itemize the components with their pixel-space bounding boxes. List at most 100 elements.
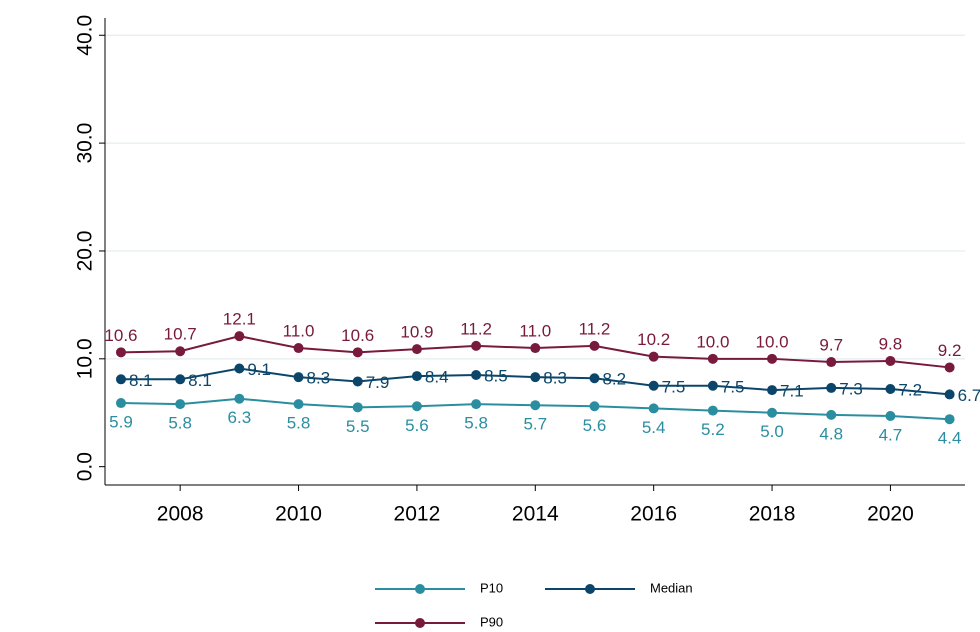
legend-marker: [415, 618, 425, 628]
value-label: 10.2: [637, 330, 670, 349]
value-label: 8.1: [188, 371, 212, 390]
value-label: 5.5: [346, 417, 370, 436]
point: [826, 382, 837, 393]
point: [885, 355, 896, 366]
point: [707, 353, 718, 364]
value-label: 4.4: [938, 429, 962, 448]
x-tick-label: 2008: [157, 503, 204, 526]
legend-label: P10: [480, 580, 503, 595]
value-label: 5.8: [168, 414, 192, 433]
value-label: 7.5: [662, 377, 686, 396]
value-label: 10.9: [400, 323, 433, 342]
point: [944, 362, 955, 373]
point: [826, 357, 837, 368]
point: [175, 346, 186, 357]
point: [471, 399, 482, 410]
value-label: 5.6: [583, 416, 607, 435]
value-label: 11.2: [460, 319, 492, 338]
point: [175, 374, 186, 385]
value-label: 5.8: [287, 414, 311, 433]
value-label: 5.0: [760, 422, 784, 441]
point: [471, 340, 482, 351]
y-tick-label: 40.0: [74, 15, 97, 56]
point: [885, 410, 896, 421]
value-label: 7.1: [780, 382, 804, 401]
value-label: 8.5: [484, 366, 508, 385]
y-tick-label: 30.0: [74, 123, 97, 164]
point: [411, 371, 422, 382]
y-tick-label: 20.0: [74, 231, 97, 272]
value-label: 11.0: [283, 322, 315, 341]
legend-marker: [585, 584, 595, 594]
point: [767, 407, 778, 418]
point: [115, 347, 126, 358]
point: [352, 402, 363, 413]
value-label: 9.8: [879, 334, 903, 353]
point: [234, 363, 245, 374]
x-tick-label: 2018: [749, 503, 796, 526]
value-label: 10.7: [164, 325, 197, 344]
value-label: 8.1: [129, 371, 153, 390]
value-label: 9.7: [819, 336, 843, 355]
x-tick-label: 2016: [630, 503, 677, 526]
point: [115, 374, 126, 385]
value-label: 12.1: [223, 310, 256, 329]
point: [707, 405, 718, 416]
point: [648, 380, 659, 391]
point: [471, 369, 482, 380]
value-label: 8.4: [425, 368, 449, 387]
value-label: 10.6: [341, 326, 374, 345]
point: [707, 380, 718, 391]
point: [234, 393, 245, 404]
value-label: 5.9: [109, 413, 133, 432]
value-label: 6.7: [958, 386, 980, 405]
point: [826, 409, 837, 420]
value-label: 9.2: [938, 341, 962, 360]
value-label: 10.6: [104, 326, 137, 345]
legend-marker: [415, 584, 425, 594]
point: [767, 353, 778, 364]
value-label: 4.7: [879, 425, 903, 444]
value-label: 7.5: [721, 377, 745, 396]
point: [944, 389, 955, 400]
value-label: 10.0: [696, 332, 729, 351]
x-tick-label: 2020: [867, 503, 914, 526]
point: [352, 347, 363, 358]
point: [234, 331, 245, 342]
value-label: 7.3: [839, 379, 863, 398]
y-tick-label: 0.0: [74, 452, 97, 481]
value-label: 7.9: [366, 373, 390, 392]
value-label: 11.2: [579, 319, 611, 338]
point: [411, 344, 422, 355]
point: [411, 401, 422, 412]
value-label: 10.0: [756, 332, 789, 351]
point: [293, 399, 304, 410]
value-label: 8.3: [307, 369, 331, 388]
value-label: 4.8: [819, 424, 843, 443]
point: [530, 400, 541, 411]
point: [767, 385, 778, 396]
value-label: 5.8: [464, 414, 488, 433]
value-label: 11.0: [519, 322, 551, 341]
y-tick-label: 10.0: [74, 338, 97, 379]
legend-label: Median: [650, 580, 693, 595]
point: [115, 398, 126, 409]
x-tick-label: 2010: [275, 503, 322, 526]
point: [530, 343, 541, 354]
value-label: 6.3: [228, 408, 252, 427]
value-label: 5.4: [642, 418, 666, 437]
point: [589, 373, 600, 384]
value-label: 5.2: [701, 420, 725, 439]
point: [530, 372, 541, 383]
point: [648, 403, 659, 414]
point: [293, 343, 304, 354]
value-label: 8.2: [602, 370, 626, 389]
value-label: 5.6: [405, 416, 429, 435]
x-tick-label: 2012: [394, 503, 441, 526]
value-label: 8.3: [543, 369, 567, 388]
point: [352, 376, 363, 387]
point: [589, 401, 600, 412]
point: [885, 384, 896, 395]
value-label: 5.7: [523, 415, 547, 434]
